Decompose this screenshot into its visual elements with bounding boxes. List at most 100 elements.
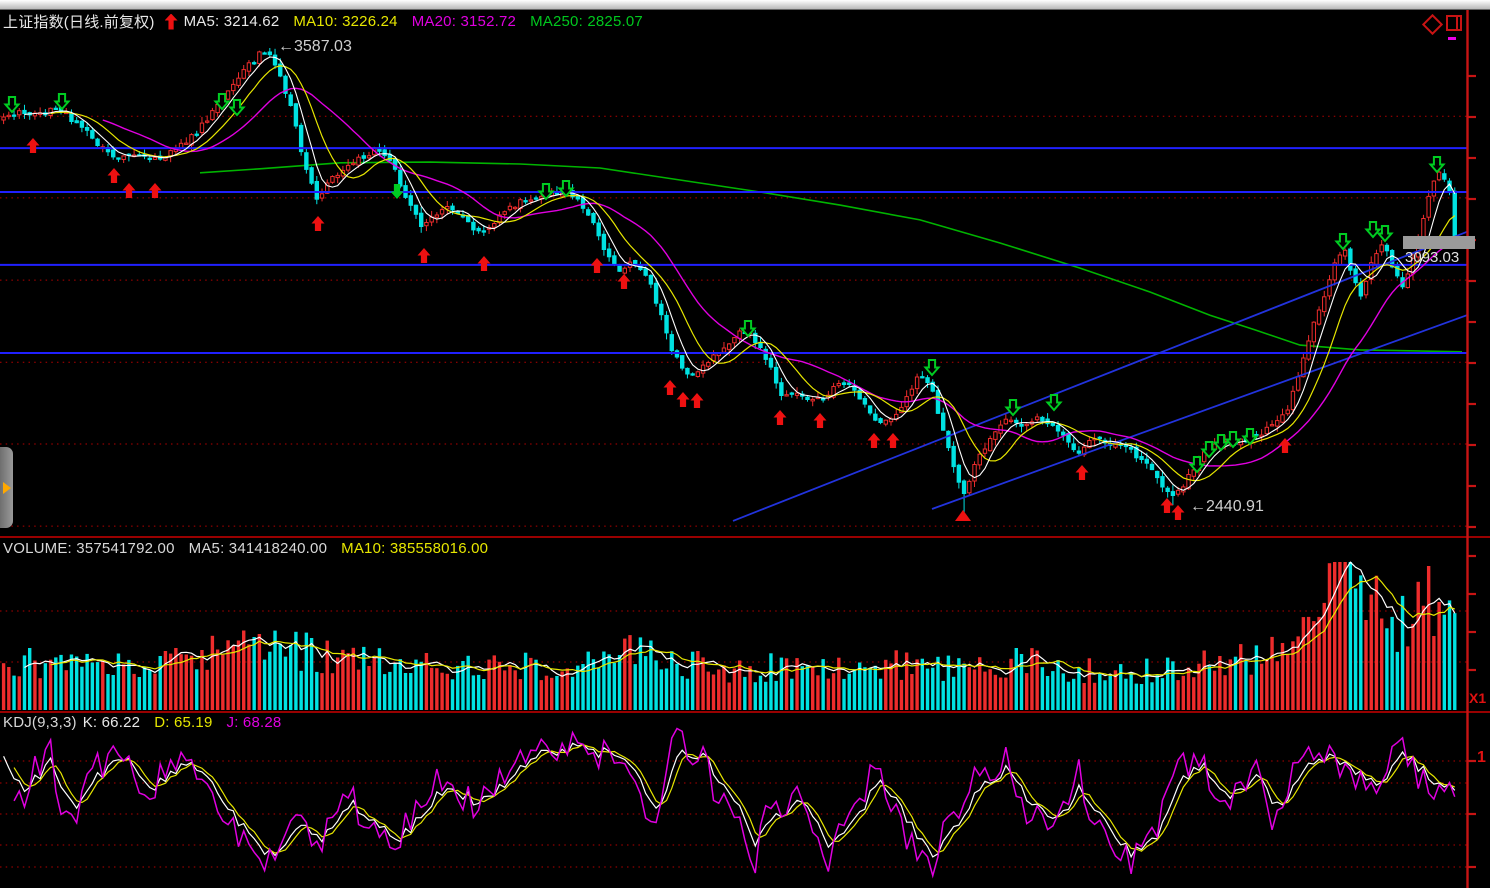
candle-body [1061,431,1066,436]
buy-signal-arrow [813,413,827,428]
volume-layer [1,561,1457,710]
volume-bar [471,675,476,710]
candle-body [1024,423,1029,427]
candle-body [262,52,267,55]
candle-body [11,114,17,117]
trough-price-label: ←2440.91 [1190,498,1264,515]
candle-body [361,155,366,159]
volume-bar [121,664,126,710]
sidebar-flyout-handle[interactable] [0,447,13,528]
sell-signal-arrow [1428,156,1446,174]
indicator-value: VOLUME: 357541792.00 [3,540,175,557]
volume-bar [1103,680,1107,710]
candle-body [267,51,273,56]
volume-bar [889,663,893,710]
volume-bar [795,658,799,710]
volume-bar [873,665,878,710]
volume-bar [1087,658,1092,710]
volume-bar [445,673,449,710]
candle-body [246,62,252,72]
volume-bar [654,660,658,710]
candle-body [972,464,977,482]
candle-body [920,376,925,379]
volume-bar [450,679,455,710]
volume-bar [711,674,716,710]
ma20-polyline [102,87,1455,467]
candle-body [909,388,915,396]
candle-body [366,155,372,159]
volume-bar [101,661,105,710]
volume-bar [1327,563,1332,710]
volume-bar [1312,621,1316,710]
trend-line [732,230,1468,522]
candle-body [961,480,967,494]
candle-body [69,113,74,122]
candle-body [867,405,873,414]
sell-filled-arrow [390,184,404,199]
volume-bar [367,666,371,710]
signal-arrows-layer [3,93,1446,521]
volume-bar [1359,575,1363,710]
volume-bar [743,676,747,710]
volume-bar [1400,595,1405,710]
volume-bar [1280,643,1285,710]
volume-bar [1082,683,1086,710]
volume-bar [1244,660,1248,710]
candle-body [283,75,288,94]
candle-body [225,90,231,100]
candle-body [779,382,784,397]
volume-bar [868,668,872,710]
volume-bar [555,676,559,710]
candle-body [95,138,100,147]
candle-body [497,214,502,224]
volume-bar [941,680,945,710]
candle-body [789,392,795,395]
volume-bar [1442,614,1447,710]
candle-body [1395,265,1400,277]
candle-body [831,386,836,398]
volume-bar [717,669,721,710]
buy-signal-arrow [1171,505,1185,520]
volume-bar [1145,658,1149,710]
kdj-pane-header: KDJ(9,3,3) K: 66.22 D: 65.19 J: 68.28 [3,714,295,731]
volume-bar [581,664,585,710]
volume-bar [623,638,627,710]
candle-body [1040,416,1045,422]
volume-bar [847,673,851,710]
candle-body [1071,443,1076,451]
volume-bar [59,654,63,710]
volume-bar [1072,678,1076,710]
volume-bar [1124,678,1128,710]
indicator-value: D: 65.19 [154,714,213,731]
volume-bar [1014,648,1018,710]
volume-bar [419,661,423,710]
candle-body [721,347,727,353]
volume-bar [1223,675,1227,710]
candle-body [507,205,513,211]
candle-body [878,418,883,424]
volume-pane-header: VOLUME: 357541792.00 MA5: 341418240.00 MA1… [3,540,502,557]
candle-body [633,260,638,265]
volume-bar [842,678,846,710]
volume-bar [764,681,768,710]
volume-bar [476,674,481,710]
candle-body [1128,447,1134,450]
candle-body [841,382,847,385]
window-split-icon[interactable] [1446,15,1462,31]
candle-body [53,107,58,110]
volume-bar [727,682,731,710]
candle-body [1442,173,1447,180]
sell-signal-arrow [1200,441,1218,459]
volume-bar [341,649,345,710]
volume-bar [247,644,251,710]
volume-bar [805,665,810,710]
candle-body [1322,296,1327,313]
volume-bar [899,679,904,710]
candle-body [847,382,852,385]
volume-bar [456,665,460,710]
volume-bar [863,667,867,710]
volume-bar [1301,617,1306,710]
candle-body [319,193,325,199]
bottom-triangle-marker [955,510,971,521]
buy-signal-arrow [26,138,40,153]
